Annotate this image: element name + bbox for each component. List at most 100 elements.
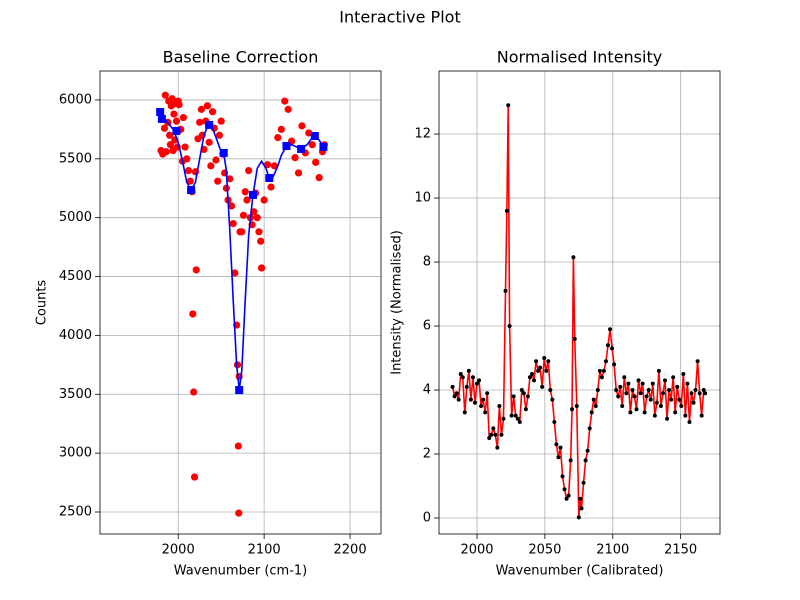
axes-title: Baseline Correction [163,48,319,67]
scatter-point [183,155,191,163]
line-marker [523,407,528,412]
line-marker [654,400,659,405]
y-tick-label: 8 [423,255,431,270]
line-marker [616,394,621,399]
y-tick-label: 0 [423,511,431,526]
scatter-point [181,143,189,151]
y-tick-label: 4500 [59,269,92,284]
scatter-point [166,131,174,139]
line-marker [479,404,484,409]
line-marker [466,368,471,373]
line-marker [554,442,559,447]
line-marker [472,400,477,405]
scatter-point [208,108,217,116]
square-marker [157,114,166,123]
scatter-point [212,156,220,164]
line-marker [556,455,561,460]
y-tick-label: 4000 [59,328,92,343]
line-marker [597,368,602,373]
axes: 2000 2100 2200 2500 3000 3500 4000 4500 5000 5500… [35,48,382,579]
scatter-point [274,134,282,142]
line-marker [608,327,613,332]
square-marker [265,174,274,183]
line-marker [454,391,459,396]
y-tick-label: 3500 [59,387,92,402]
scatter-point [281,97,289,105]
line [451,105,706,518]
line-marker [566,493,571,498]
scatter-point [162,148,170,156]
scatter-point [205,138,213,146]
line-marker [509,413,514,418]
scatter-point [257,237,265,245]
line-marker [450,384,455,389]
line-marker [648,397,653,402]
scatter-point [175,101,183,109]
axes-frame [99,70,382,535]
line-marker [460,375,465,380]
scatter-point [308,141,316,149]
line-marker [606,343,611,348]
line-marker [458,372,463,377]
y-tick-label: 2500 [59,504,92,519]
line-marker [589,410,594,415]
line-marker [579,506,584,511]
line-marker [464,384,469,389]
scatter-point [291,154,299,162]
line-marker [513,413,518,418]
line-marker [538,365,543,370]
line-marker [603,359,608,364]
scatter-point [284,105,292,113]
line-marker [517,420,522,425]
scatter-point [245,166,253,175]
line-marker [628,410,633,415]
y-axis-label: Intensity (Normalised) [390,230,405,375]
line-marker [534,359,539,364]
x-tick-label: 2000 [162,543,195,558]
line-marker [475,381,480,386]
x-tick-label: 2150 [664,543,697,558]
line-marker [660,391,665,396]
x-axis-label: Wavenumber (cm-1) [174,564,307,579]
line-marker [558,445,563,450]
line-marker [658,404,663,409]
y-tick-label: 4 [423,383,431,398]
line-marker [675,384,680,389]
x-tick-label: 2200 [334,543,367,558]
scatter-point [305,129,313,137]
line-marker [540,384,545,389]
y-tick-label: 6 [423,319,431,334]
line-marker [550,397,555,402]
square-marker [235,386,244,395]
axes-title: Normalised Intensity [497,48,662,67]
line-marker [583,458,588,463]
axes: 2000 2050 2100 2150 0 2 4 6 8 10 12 Normalised Inte… [390,48,721,579]
line-marker [515,416,520,421]
line-marker [667,388,672,393]
y-tick-label: 5000 [59,210,92,225]
line-marker [470,375,475,380]
y-tick-label: 12 [414,127,431,142]
y-tick-label: 5500 [59,151,92,166]
scatter-point [186,177,194,185]
line-marker [595,388,600,393]
scatter-point [238,228,246,236]
line-marker [646,388,651,393]
line-marker [562,487,567,492]
line-marker [525,394,530,399]
square-marker [187,186,196,195]
line-marker [499,432,504,437]
line-marker [521,391,526,396]
line-marker [527,375,532,380]
scatter-point [312,158,320,166]
axes-frame [438,70,721,535]
line-marker [497,404,502,409]
line-marker [612,362,617,367]
scatter-point [263,161,272,169]
line-marker [581,480,586,485]
scatter-point [215,131,224,139]
scatter-point [294,169,303,177]
line-marker [501,416,506,421]
line-marker [495,445,500,450]
line-marker [542,356,547,361]
